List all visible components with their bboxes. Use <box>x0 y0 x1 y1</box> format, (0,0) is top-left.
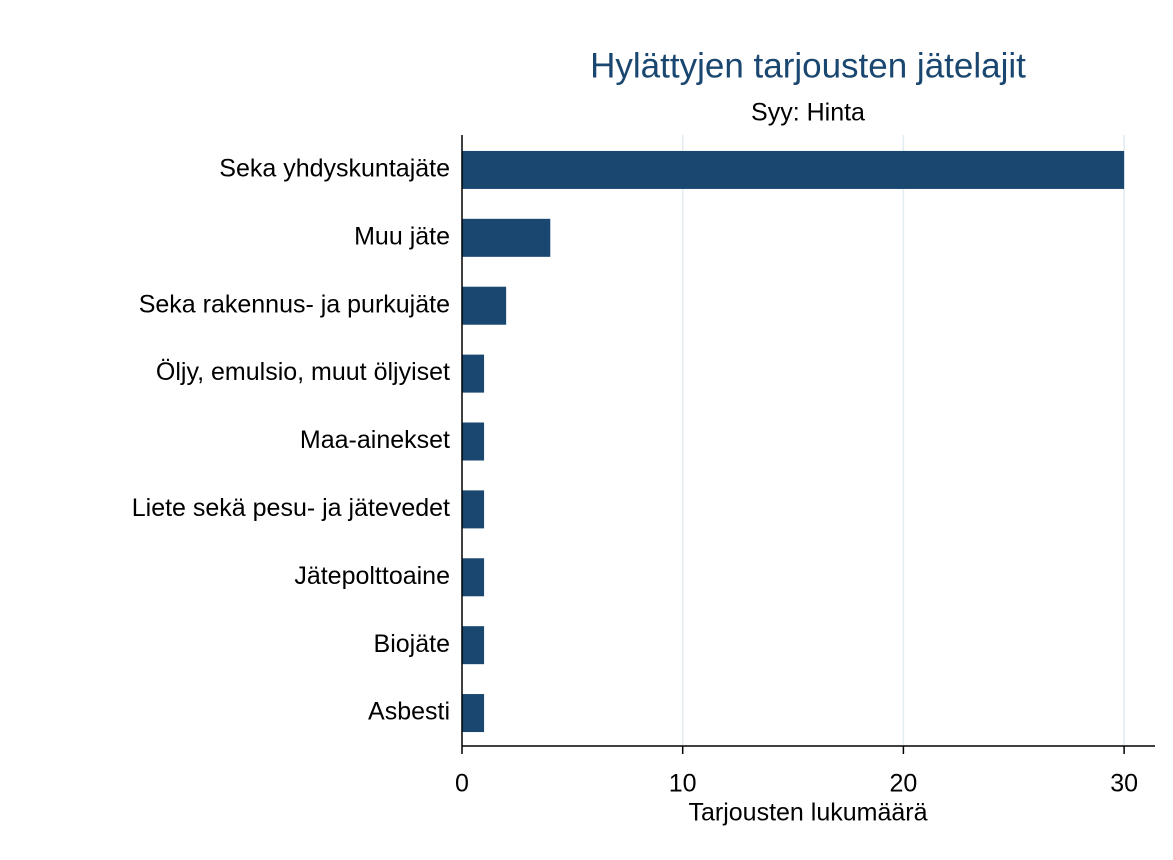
bar <box>462 626 485 665</box>
y-tick-label: Seka yhdyskuntajäte <box>219 155 450 183</box>
y-tick-label: Liete sekä pesu- ja jätevedet <box>132 494 450 522</box>
y-tick-label: Biojäte <box>374 630 450 658</box>
y-tick-label: Jätepolttoaine <box>294 562 450 590</box>
chart-title: Hylättyjen tarjousten jätelajit <box>590 46 1026 85</box>
bar <box>462 490 485 529</box>
bar <box>462 286 507 325</box>
chart-subtitle: Syy: Hinta <box>751 99 865 127</box>
y-tick-label: Seka rakennus- ja purkujäte <box>139 290 450 318</box>
x-tick-label: 20 <box>889 770 917 798</box>
bar <box>462 422 485 461</box>
y-tick-label: Asbesti <box>368 698 450 726</box>
x-axis-label: Tarjousten lukumäärä <box>688 799 927 827</box>
x-tick-label: 10 <box>669 770 697 798</box>
bar <box>462 558 485 597</box>
x-tick-label: 0 <box>455 770 469 798</box>
bar <box>462 694 485 733</box>
bar <box>462 218 551 257</box>
y-tick-label: Muu jäte <box>354 222 450 250</box>
bar <box>462 354 485 393</box>
y-tick-label: Maa-ainekset <box>300 426 450 454</box>
x-tick-label: 30 <box>1110 770 1138 798</box>
bar <box>462 150 1125 189</box>
y-tick-label: Öljy, emulsio, muut öljyiset <box>156 358 450 386</box>
